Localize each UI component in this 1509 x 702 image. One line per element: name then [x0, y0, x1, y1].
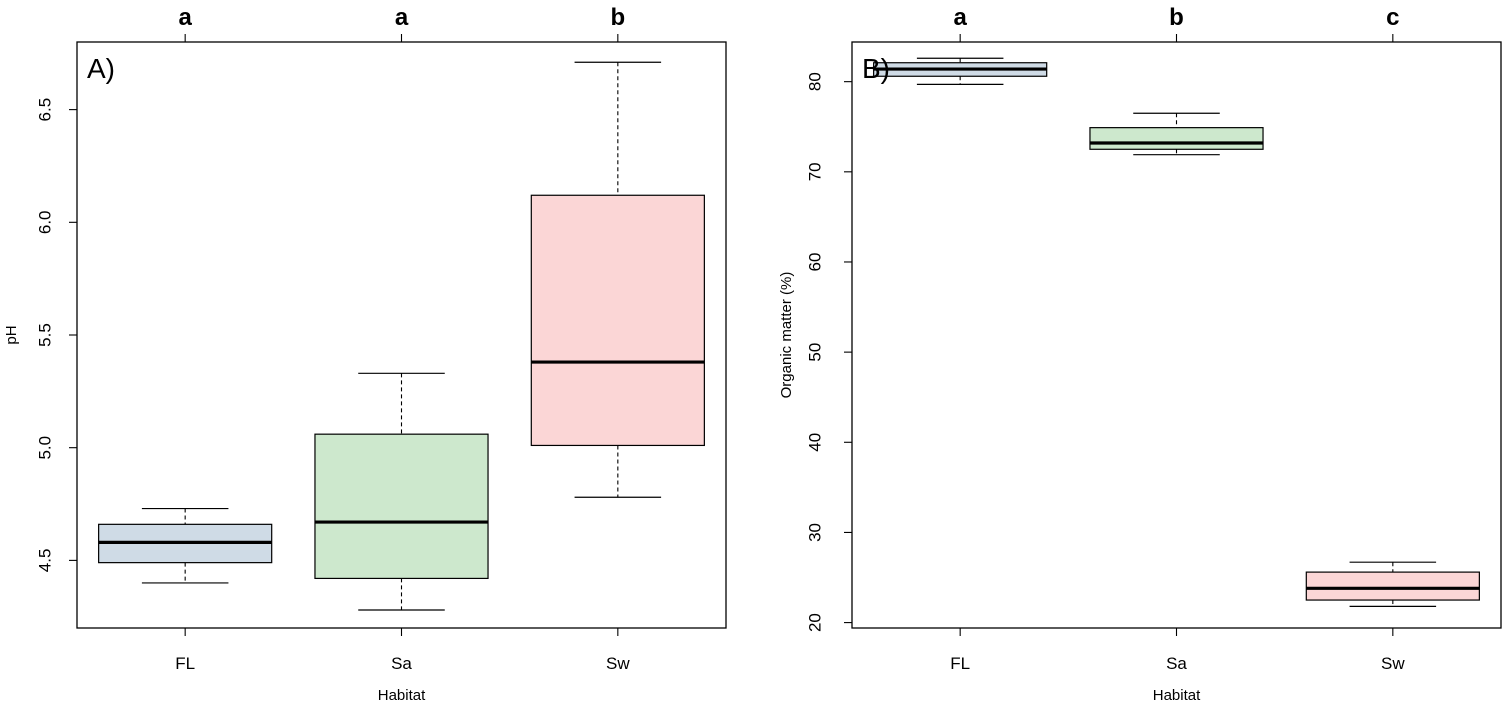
- x-tick-label: Sw: [1381, 654, 1405, 673]
- box-fl: [98, 507, 273, 584]
- box-body: [1305, 571, 1480, 601]
- y-tick-label: 5.0: [35, 436, 54, 460]
- y-tick-label: 5.5: [35, 323, 54, 347]
- y-tick-label: 6.0: [35, 210, 54, 234]
- group-letter: a: [178, 4, 192, 31]
- y-axis-title: pH: [3, 325, 20, 344]
- box-sw: [1305, 561, 1480, 607]
- y-axis-title: Organic matter (%): [778, 272, 795, 399]
- box-fl: [873, 57, 1048, 85]
- y-tick-label: 80: [805, 72, 824, 91]
- y-tick-label: 70: [805, 162, 824, 181]
- y-tick-label: 4.5: [35, 549, 54, 573]
- chart-panel-b: 20 30 40 50 60 70 80 FL a Sa b Sw c Habitat Organic ma…: [778, 4, 1502, 702]
- y-tick-label: 40: [805, 433, 824, 452]
- x-axis-title: Habitat: [1153, 687, 1201, 702]
- group-letter: b: [1169, 4, 1184, 31]
- x-tick-label: Sa: [1166, 654, 1187, 673]
- x-axis-title: Habitat: [378, 687, 426, 702]
- chart-panel-a: 4.5 5.0 5.5 6.0 6.5 FL a Sa a Sw b Habitat pH A): [3, 4, 727, 702]
- x-tick-label: FL: [175, 654, 195, 673]
- group-letter: b: [610, 4, 625, 31]
- box-body: [530, 194, 705, 447]
- box-sa: [1089, 112, 1264, 156]
- group-letter: a: [395, 4, 409, 31]
- y-tick-label: 50: [805, 343, 824, 362]
- y-tick-label: 20: [805, 613, 824, 632]
- panel-label: A): [87, 53, 115, 84]
- x-tick-label: FL: [950, 654, 970, 673]
- box-body: [1089, 127, 1264, 150]
- x-tick-label: Sa: [391, 654, 412, 673]
- y-tick-label: 60: [805, 253, 824, 272]
- group-letter: c: [1386, 4, 1399, 31]
- box-sw: [530, 61, 705, 498]
- box-sa: [314, 372, 489, 611]
- box-body: [314, 433, 489, 580]
- x-tick-label: Sw: [606, 654, 630, 673]
- y-tick-label: 30: [805, 523, 824, 542]
- panel-label: B): [862, 53, 890, 84]
- y-tick-label: 6.5: [35, 98, 54, 122]
- group-letter: a: [953, 4, 967, 31]
